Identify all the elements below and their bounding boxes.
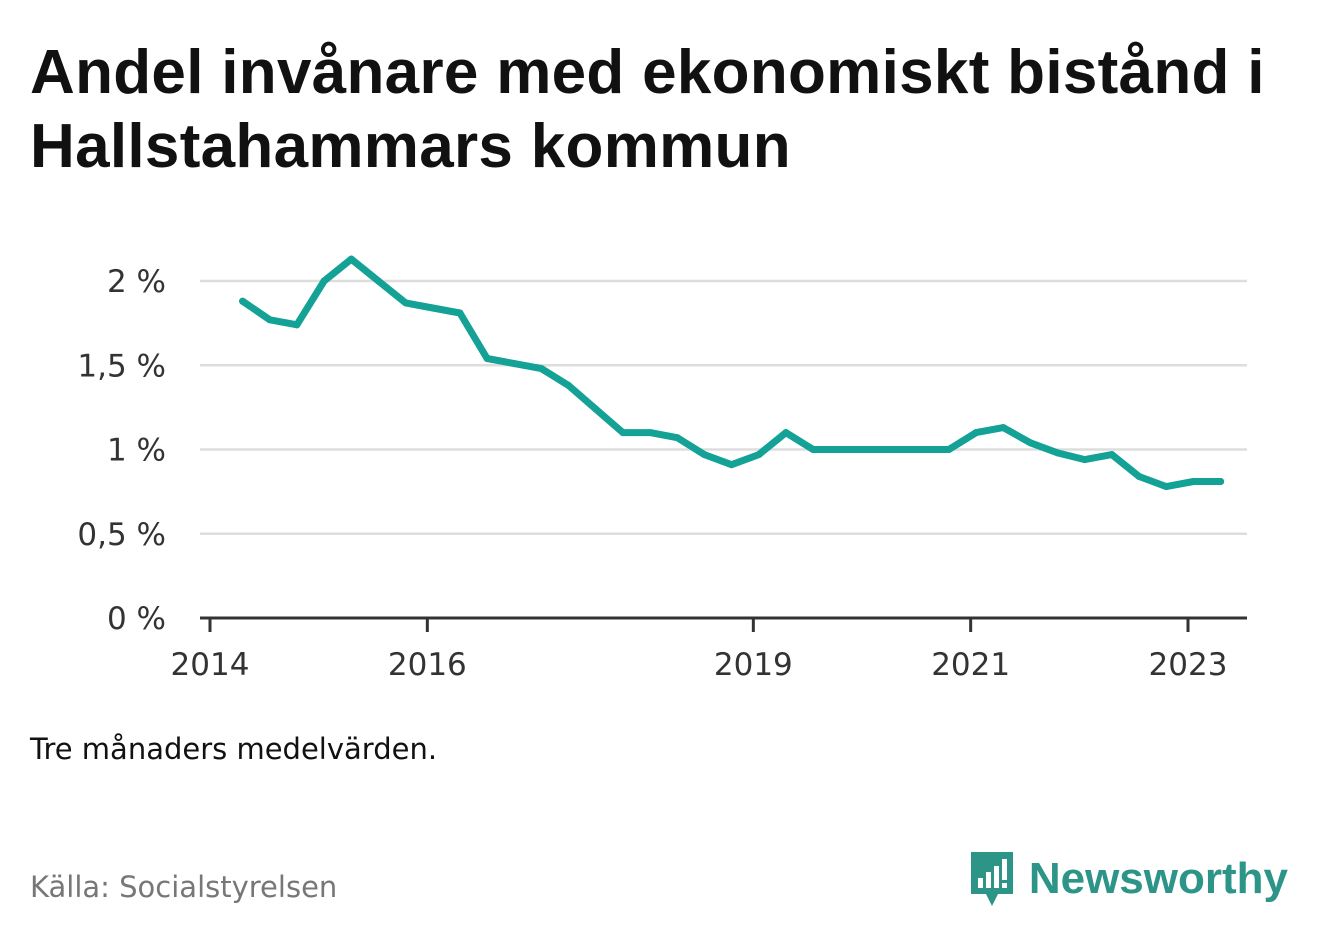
data-point (972, 429, 980, 437)
data-point (863, 446, 871, 453)
data-point (293, 321, 301, 329)
data-point (809, 446, 817, 453)
source-credit: Källa: Socialstyrelsen (30, 870, 338, 904)
brand-name: Newsworthy (1028, 854, 1288, 903)
data-point (483, 355, 491, 363)
x-tick-label: 2021 (931, 647, 1010, 683)
data-point (565, 381, 573, 389)
data-point (1189, 478, 1197, 486)
data-point (402, 299, 410, 307)
data-point (836, 446, 844, 453)
data-point (782, 429, 790, 437)
data-point (347, 255, 355, 263)
y-tick-label: 0,5 % (77, 517, 166, 553)
data-point (619, 429, 627, 437)
axes: 0 % 0,5 % 1 % 1,5 % 2 % 2014 2016 2019 2021 2023 (77, 264, 1247, 683)
data-point (1135, 472, 1143, 480)
gridlines (200, 279, 1247, 535)
data-point (918, 446, 926, 453)
data-point (673, 434, 681, 442)
data-point (1162, 483, 1170, 491)
data-point (456, 309, 464, 317)
data-point (1217, 478, 1225, 486)
data-point (1081, 456, 1089, 464)
x-tick-label: 2014 (171, 647, 250, 683)
data-point (266, 316, 274, 324)
data-point (1108, 451, 1116, 459)
x-tick-label: 2016 (388, 647, 467, 683)
data-point (320, 277, 328, 285)
data-point (239, 297, 247, 305)
chart-title: Andel invånare med ekonomiskt bistånd i … (30, 38, 1265, 181)
data-point (1054, 449, 1062, 457)
brand-logo[interactable]: Newsworthy (967, 848, 1288, 910)
data-point (592, 405, 600, 413)
newsworthy-logo-icon (970, 852, 1013, 906)
data-point (945, 446, 953, 453)
data-point (646, 429, 654, 437)
data-point (374, 277, 382, 285)
chart-note: Tre månaders medelvärden. (30, 732, 438, 766)
data-point (700, 451, 708, 459)
data-point (1026, 439, 1034, 447)
y-tick-label: 1 % (107, 433, 166, 469)
series-line (239, 255, 1225, 491)
data-point (999, 424, 1007, 432)
data-series (239, 255, 1225, 491)
y-tick-label: 2 % (107, 264, 166, 300)
y-tick-label: 0 % (107, 601, 166, 637)
data-point (537, 365, 545, 373)
data-point (510, 360, 518, 368)
data-point (429, 304, 437, 312)
data-point (728, 461, 736, 469)
y-tick-label: 1,5 % (77, 348, 166, 384)
data-point (755, 451, 763, 459)
x-tick-label: 2019 (714, 647, 793, 683)
data-point (891, 446, 899, 453)
x-tick-label: 2023 (1149, 647, 1228, 683)
